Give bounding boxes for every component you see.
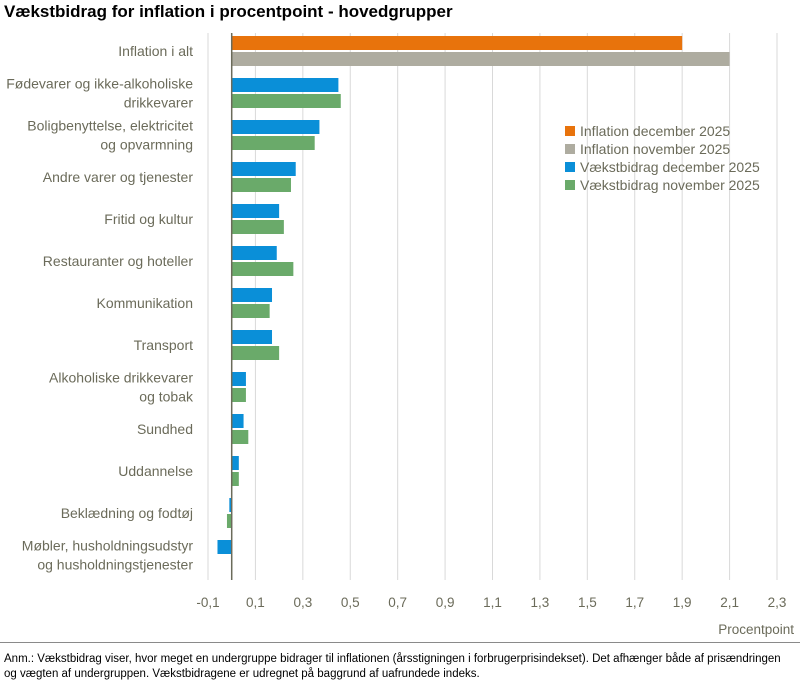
bar — [226, 514, 232, 528]
category-label: og husholdningstjenester — [37, 557, 193, 573]
x-tick-label: 1,9 — [673, 595, 692, 610]
x-tick-label: 1,1 — [483, 595, 502, 610]
x-axis-label: Procentpoint — [718, 622, 794, 637]
bar — [231, 456, 239, 470]
x-tick-label: 1,5 — [578, 595, 597, 610]
bar — [231, 78, 339, 92]
category-label: Transport — [134, 337, 194, 353]
bar — [231, 388, 246, 402]
category-label: drikkevarer — [124, 95, 194, 111]
x-tick-label: 0,9 — [436, 595, 455, 610]
category-label: Uddannelse — [118, 463, 193, 479]
bar — [231, 120, 320, 134]
legend-label: Inflation november 2025 — [580, 141, 730, 157]
chart-title: Vækstbidrag for inflation i procentpoint… — [4, 2, 453, 21]
bar — [231, 220, 284, 234]
bar — [231, 178, 291, 192]
bar — [231, 372, 246, 386]
bar — [229, 498, 232, 512]
x-tick-label: 0,7 — [388, 595, 407, 610]
bar — [231, 246, 277, 260]
bar — [231, 36, 683, 50]
bar — [231, 162, 296, 176]
category-label: Møbler, husholdningsudstyr — [22, 538, 194, 554]
category-label: og tobak — [139, 389, 194, 405]
x-tick-label: 2,3 — [768, 595, 787, 610]
bar — [231, 346, 280, 360]
category-label: Andre varer og tjenester — [43, 169, 194, 185]
legend-swatch — [565, 144, 575, 154]
bar — [231, 430, 249, 444]
category-label: Fødevarer og ikke-alkoholiske — [6, 76, 193, 92]
bar — [231, 52, 730, 66]
bar — [217, 540, 232, 554]
legend-swatch — [565, 162, 575, 172]
legend-label: Inflation december 2025 — [580, 123, 730, 139]
legend-label: Vækstbidrag november 2025 — [580, 177, 760, 193]
bar — [231, 288, 273, 302]
bar — [231, 204, 280, 218]
bar — [231, 414, 244, 428]
category-label: Restauranter og hoteller — [43, 253, 194, 269]
x-tick-label: -0,1 — [196, 595, 219, 610]
bar-chart: -0,1 0,1 0,3 0,5 0,7 0,9 1,1 1,3 1,5 1,7 1,9 2,1 2,3… — [6, 33, 794, 637]
category-label: Boligbenyttelse, elektricitet — [27, 118, 193, 134]
bar — [231, 472, 239, 486]
category-label: og opvarmning — [100, 137, 193, 153]
legend-swatch — [565, 180, 575, 190]
legend-swatch — [565, 126, 575, 136]
x-tick-label: 1,3 — [531, 595, 550, 610]
bar — [231, 330, 273, 344]
x-tick-label: 1,7 — [625, 595, 644, 610]
footnote: Anm.: Vækstbidrag viser, hvor meget en u… — [4, 653, 781, 680]
divider — [0, 642, 800, 643]
legend-label: Vækstbidrag december 2025 — [580, 159, 760, 175]
bar — [231, 136, 315, 150]
category-label: Inflation i alt — [118, 43, 193, 59]
category-label: Sundhed — [137, 421, 193, 437]
x-tick-label: 2,1 — [720, 595, 739, 610]
bar — [231, 94, 341, 108]
category-label: Alkoholiske drikkevarer — [49, 370, 193, 386]
x-tick-label: 0,5 — [341, 595, 360, 610]
category-label: Fritid og kultur — [104, 211, 193, 227]
x-tick-label: 0,3 — [293, 595, 312, 610]
category-label: Kommunikation — [97, 295, 194, 311]
x-tick-label: 0,1 — [246, 595, 265, 610]
bar — [231, 304, 270, 318]
bar — [231, 262, 294, 276]
category-label: Beklædning og fodtøj — [61, 505, 193, 521]
